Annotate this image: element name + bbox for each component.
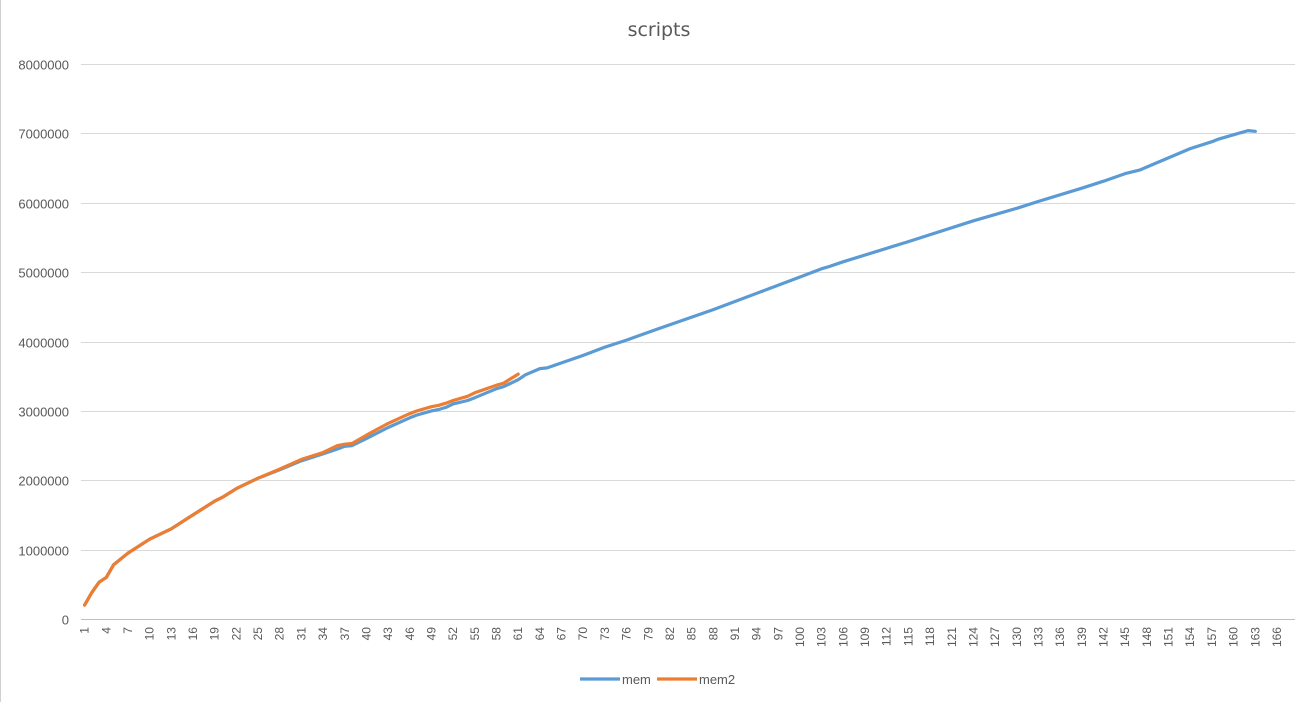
x-tick-label: 160 bbox=[1227, 627, 1241, 647]
series-lines bbox=[82, 129, 1257, 607]
legend: mem mem2 bbox=[580, 672, 735, 687]
x-tick-label: 88 bbox=[706, 627, 720, 641]
x-tick-label: 151 bbox=[1162, 627, 1176, 647]
legend-label-mem: mem bbox=[622, 672, 651, 687]
y-tick-label: 8000000 bbox=[18, 58, 69, 73]
x-tick-label: 79 bbox=[641, 627, 655, 641]
x-tick-label: 7 bbox=[121, 627, 135, 634]
x-tick-label: 127 bbox=[988, 627, 1002, 647]
x-tick-label: 34 bbox=[316, 627, 330, 641]
x-tick-label: 163 bbox=[1248, 627, 1262, 647]
x-tick-label: 157 bbox=[1205, 627, 1219, 647]
chart-title: scripts bbox=[628, 19, 691, 41]
x-tick-label: 106 bbox=[836, 627, 850, 647]
x-tick-label: 130 bbox=[1010, 627, 1024, 647]
x-tick-label: 37 bbox=[338, 627, 352, 641]
x-tick-label: 49 bbox=[424, 627, 438, 641]
x-tick-label: 76 bbox=[620, 627, 634, 641]
x-tick-label: 124 bbox=[966, 627, 980, 647]
x-tick-label: 10 bbox=[143, 627, 157, 641]
x-tick-label: 145 bbox=[1118, 627, 1132, 647]
x-tick-label: 115 bbox=[901, 627, 915, 646]
x-tick-label: 16 bbox=[186, 627, 200, 641]
gridlines bbox=[81, 64, 1295, 551]
y-tick-label: 6000000 bbox=[18, 197, 69, 212]
y-axis-ticks: 0 1000000 2000000 3000000 4000000 5000000 6000… bbox=[18, 58, 69, 628]
x-tick-label: 58 bbox=[490, 627, 504, 641]
x-tick-label: 4 bbox=[99, 627, 113, 634]
x-axis-ticks: 1 4 7 10 13 16 19 22 25 28 31 34 37 40 43 46 49 52 55 58 61 6… bbox=[78, 627, 1284, 647]
x-tick-label: 67 bbox=[555, 627, 569, 641]
x-tick-label: 40 bbox=[359, 627, 373, 641]
y-tick-label: 2000000 bbox=[18, 474, 69, 489]
series-line-mem2 bbox=[82, 372, 520, 607]
x-tick-label: 136 bbox=[1053, 627, 1067, 647]
x-tick-label: 25 bbox=[251, 627, 265, 641]
x-tick-label: 82 bbox=[663, 627, 677, 641]
x-tick-label: 139 bbox=[1075, 627, 1089, 647]
x-tick-label: 22 bbox=[229, 627, 243, 641]
x-tick-label: 19 bbox=[208, 627, 222, 641]
x-tick-label: 109 bbox=[858, 627, 872, 647]
series-line-mem bbox=[82, 129, 1257, 607]
x-tick-label: 103 bbox=[815, 627, 829, 647]
x-tick-label: 142 bbox=[1097, 627, 1111, 647]
x-tick-label: 148 bbox=[1140, 627, 1154, 647]
x-tick-label: 121 bbox=[945, 627, 959, 647]
x-tick-label: 133 bbox=[1031, 627, 1045, 647]
x-tick-label: 97 bbox=[771, 627, 785, 641]
y-tick-label: 5000000 bbox=[18, 266, 69, 281]
legend-label-mem2: mem2 bbox=[699, 672, 735, 687]
x-tick-label: 94 bbox=[750, 627, 764, 641]
x-tick-label: 28 bbox=[273, 627, 287, 641]
y-tick-label: 3000000 bbox=[18, 405, 69, 420]
x-tick-label: 91 bbox=[728, 627, 742, 641]
x-tick-label: 64 bbox=[533, 627, 547, 641]
y-tick-label: 4000000 bbox=[18, 336, 69, 351]
x-tick-label: 46 bbox=[403, 627, 417, 641]
y-tick-label: 0 bbox=[62, 613, 69, 628]
x-tick-label: 118 bbox=[923, 627, 937, 646]
x-tick-label: 112 bbox=[880, 627, 894, 646]
y-tick-label: 7000000 bbox=[18, 127, 69, 142]
y-tick-label: 1000000 bbox=[18, 544, 69, 559]
x-tick-label: 52 bbox=[446, 627, 460, 641]
x-tick-label: 13 bbox=[164, 627, 178, 641]
x-tick-label: 55 bbox=[468, 627, 482, 641]
x-tick-label: 1 bbox=[78, 627, 92, 634]
x-tick-label: 166 bbox=[1270, 627, 1284, 647]
x-tick-label: 73 bbox=[598, 627, 612, 641]
x-tick-label: 85 bbox=[685, 627, 699, 641]
x-tick-label: 31 bbox=[294, 627, 308, 641]
x-tick-label: 61 bbox=[511, 627, 525, 641]
x-tick-label: 100 bbox=[793, 627, 807, 647]
x-tick-label: 43 bbox=[381, 627, 395, 641]
x-tick-label: 70 bbox=[576, 627, 590, 641]
x-tick-label: 154 bbox=[1183, 627, 1197, 647]
